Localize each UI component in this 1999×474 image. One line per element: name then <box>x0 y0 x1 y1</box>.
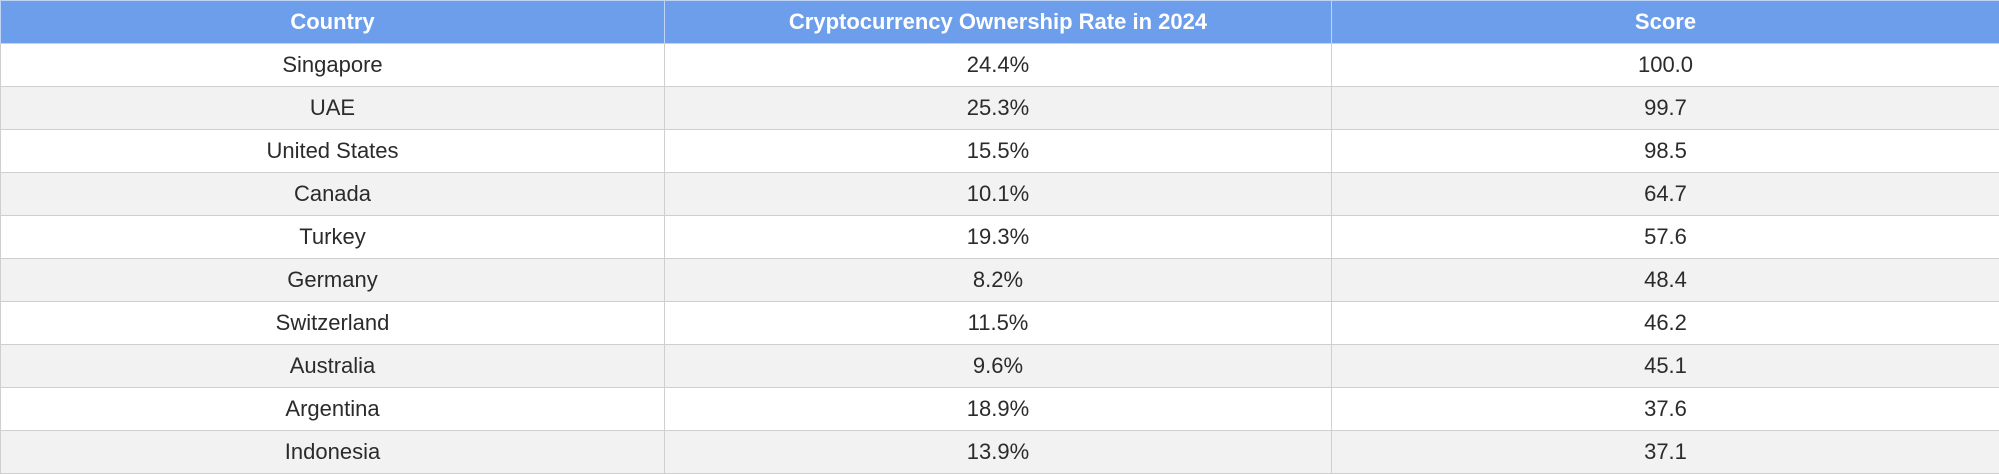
score-cell: 37.6 <box>1332 388 1999 431</box>
score-cell: 64.7 <box>1332 173 1999 216</box>
country-cell: Australia <box>1 345 665 388</box>
column-header-ownership-rate: Cryptocurrency Ownership Rate in 2024 <box>665 1 1332 44</box>
ownership-rate-cell: 19.3% <box>665 216 1332 259</box>
score-cell: 98.5 <box>1332 130 1999 173</box>
ownership-rate-cell: 25.3% <box>665 87 1332 130</box>
ownership-rate-cell: 11.5% <box>665 302 1332 345</box>
ownership-rate-cell: 18.9% <box>665 388 1332 431</box>
country-cell: UAE <box>1 87 665 130</box>
score-cell: 46.2 <box>1332 302 1999 345</box>
country-cell: Singapore <box>1 44 665 87</box>
column-header-score: Score <box>1332 1 1999 44</box>
column-header-country: Country <box>1 1 665 44</box>
score-cell: 57.6 <box>1332 216 1999 259</box>
score-cell: 37.1 <box>1332 431 1999 474</box>
country-cell: Switzerland <box>1 302 665 345</box>
score-cell: 45.1 <box>1332 345 1999 388</box>
score-cell: 99.7 <box>1332 87 1999 130</box>
table-header-row: Country Cryptocurrency Ownership Rate in… <box>1 1 1999 44</box>
country-cell: Argentina <box>1 388 665 431</box>
ownership-rate-cell: 10.1% <box>665 173 1332 216</box>
score-cell: 48.4 <box>1332 259 1999 302</box>
ownership-rate-cell: 24.4% <box>665 44 1332 87</box>
country-cell: United States <box>1 130 665 173</box>
ownership-rate-cell: 15.5% <box>665 130 1332 173</box>
country-cell: Indonesia <box>1 431 665 474</box>
ownership-rate-cell: 8.2% <box>665 259 1332 302</box>
country-cell: Germany <box>1 259 665 302</box>
ownership-rate-cell: 9.6% <box>665 345 1332 388</box>
score-cell: 100.0 <box>1332 44 1999 87</box>
ownership-rate-cell: 13.9% <box>665 431 1332 474</box>
country-cell: Canada <box>1 173 665 216</box>
country-cell: Turkey <box>1 216 665 259</box>
